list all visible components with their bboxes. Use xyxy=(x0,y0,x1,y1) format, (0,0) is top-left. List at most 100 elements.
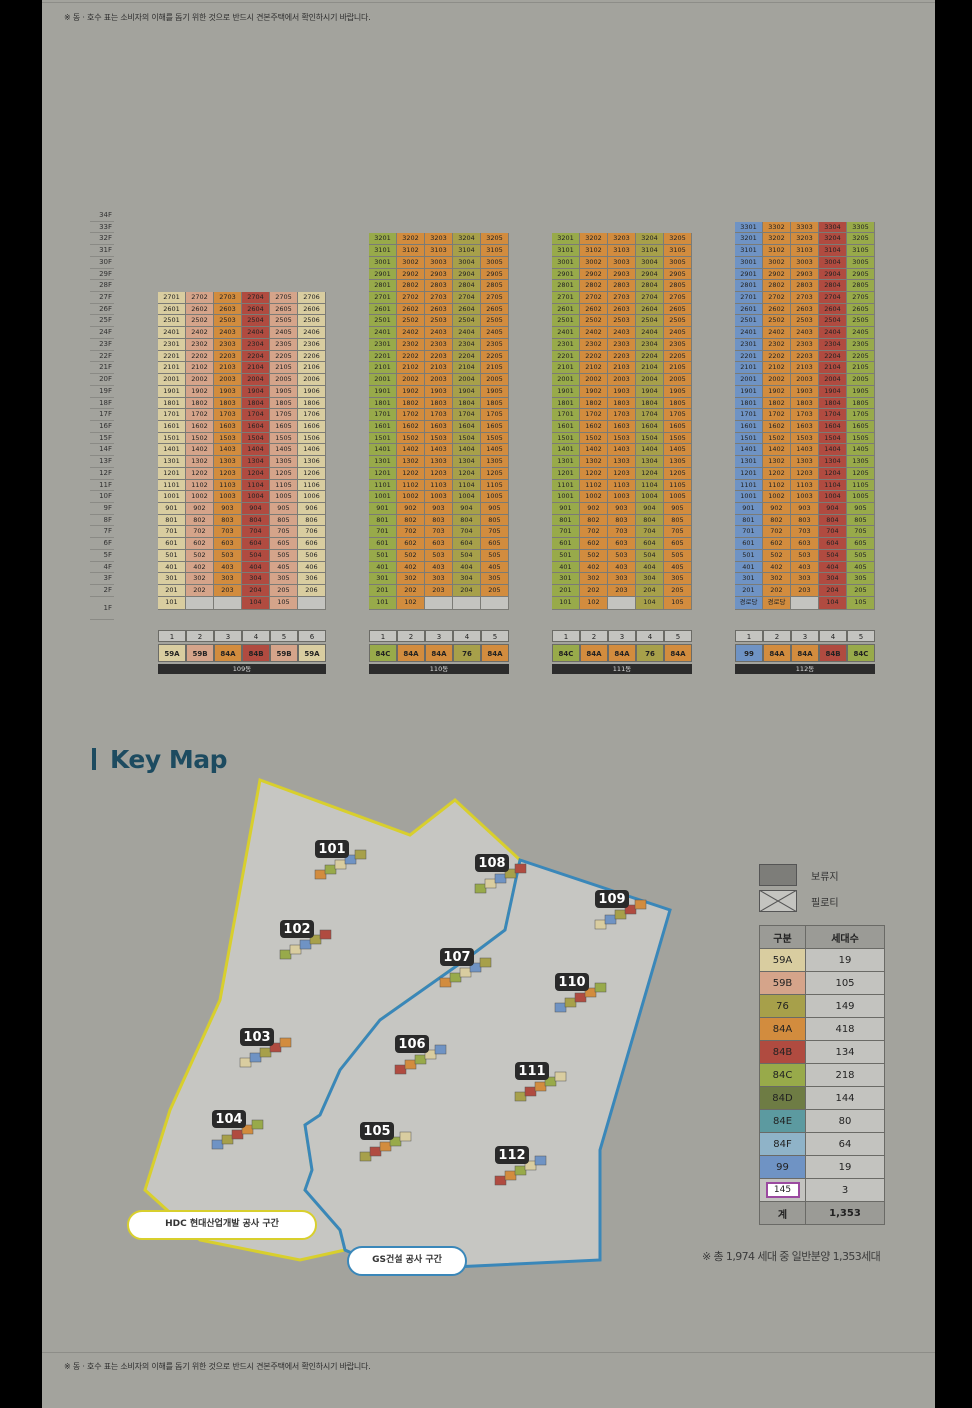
footnote: ※ 총 1,974 세대 중 일반분양 1,353세대 xyxy=(702,1250,881,1263)
unit-cell: 305 xyxy=(664,573,692,586)
unit-cell: 2006 xyxy=(298,374,326,386)
unit-cell: 505 xyxy=(481,549,509,562)
unit-cell: 2003 xyxy=(791,374,819,386)
unit-cell: 2304 xyxy=(242,338,270,351)
unit-cell: 1303 xyxy=(214,456,242,468)
unit-cell: 302 xyxy=(763,573,791,586)
unit-cell: 2502 xyxy=(763,315,791,328)
unit-cell: 201 xyxy=(158,585,186,597)
unit-cell: 2903 xyxy=(425,268,453,281)
unit-cell: 503 xyxy=(791,549,819,562)
unit-type: 84A xyxy=(397,644,425,662)
line-number: 1 xyxy=(735,630,763,642)
unit-cell: 1901 xyxy=(735,385,763,398)
unit-cell: 1501 xyxy=(735,432,763,445)
unit-cell: 1102 xyxy=(397,479,425,492)
building-badge xyxy=(360,1122,394,1140)
unit-cell: 3001 xyxy=(735,256,763,269)
unit-cell-ground xyxy=(481,596,509,610)
unit-cell: 1803 xyxy=(425,397,453,410)
unit-cell: 401 xyxy=(735,561,763,574)
unit-cell: 1004 xyxy=(453,491,481,503)
unit-cell: 2703 xyxy=(425,292,453,304)
unit-cell: 2501 xyxy=(735,315,763,328)
building-block xyxy=(584,987,597,998)
unit-cell: 706 xyxy=(298,526,326,539)
unit-cell: 406 xyxy=(298,561,326,574)
unit-cell: 801 xyxy=(158,514,186,527)
unit-cell: 2003 xyxy=(425,374,453,386)
unit-cell: 1304 xyxy=(242,456,270,468)
unit-cell: 2701 xyxy=(735,292,763,304)
unit-cell: 1205 xyxy=(664,467,692,480)
unit-cell: 2303 xyxy=(791,338,819,351)
unit-cell: 205 xyxy=(270,585,298,597)
type-cell: 59A xyxy=(759,948,806,972)
line-number: 5 xyxy=(270,630,298,642)
unit-cell: 901 xyxy=(552,503,580,515)
unit-cell: 1104 xyxy=(819,479,847,492)
building-badge xyxy=(495,1146,529,1164)
type-cell: 84E xyxy=(759,1109,806,1133)
unit-cell: 1305 xyxy=(664,456,692,468)
building-block xyxy=(211,1139,224,1150)
total-label: 계 xyxy=(759,1201,806,1225)
unit-cell: 1205 xyxy=(847,467,875,480)
unit-cell: 1501 xyxy=(552,432,580,445)
floor-label: 9F xyxy=(90,503,114,515)
unit-cell: 1604 xyxy=(819,420,847,433)
unit-cell: 1105 xyxy=(270,479,298,492)
unit-cell: 1604 xyxy=(453,420,481,433)
unit-cell: 1606 xyxy=(298,420,326,433)
line-number: 3 xyxy=(791,630,819,642)
unit-cell: 2902 xyxy=(763,268,791,281)
building-block xyxy=(241,1124,254,1135)
unit-cell: 1704 xyxy=(819,409,847,421)
unit-cell-ground: 102 xyxy=(580,596,608,610)
unit-cell: 2303 xyxy=(214,338,242,351)
type-cell: 84A xyxy=(759,1017,806,1041)
unit-cell: 2303 xyxy=(425,338,453,351)
floor-label: 2F xyxy=(90,585,114,597)
gs-zone xyxy=(303,858,672,1272)
unit-cell: 1101 xyxy=(735,479,763,492)
unit-cell: 1603 xyxy=(791,420,819,433)
unit-cell: 1703 xyxy=(214,409,242,421)
unit-cell: 204 xyxy=(242,585,270,597)
unit-cell: 905 xyxy=(481,503,509,515)
unit-cell: 2803 xyxy=(791,280,819,293)
unit-cell: 603 xyxy=(214,538,242,550)
unit-cell: 2205 xyxy=(270,350,298,363)
building-block xyxy=(379,1141,392,1152)
building-block xyxy=(269,1042,282,1053)
unit-cell: 3205 xyxy=(664,233,692,246)
unit-cell: 1104 xyxy=(453,479,481,492)
unit-cell: 1101 xyxy=(369,479,397,492)
unit-cell: 1404 xyxy=(636,444,664,457)
unit-cell: 2803 xyxy=(608,280,636,293)
unit-cell: 1204 xyxy=(819,467,847,480)
unit-cell: 1903 xyxy=(425,385,453,398)
unit-cell: 504 xyxy=(636,549,664,562)
count-cell: 19 xyxy=(805,1155,885,1179)
unit-cell: 3204 xyxy=(636,233,664,246)
unit-cell: 2205 xyxy=(847,350,875,363)
line-number: 6 xyxy=(298,630,326,642)
unit-cell-ground xyxy=(298,596,326,610)
unit-cell: 1706 xyxy=(298,409,326,421)
unit-cell: 2405 xyxy=(481,327,509,339)
unit-cell: 1506 xyxy=(298,432,326,445)
unit-cell: 1903 xyxy=(214,385,242,398)
unit-cell: 605 xyxy=(664,538,692,550)
unit-cell: 1303 xyxy=(791,456,819,468)
unit-cell: 2901 xyxy=(735,268,763,281)
building-block xyxy=(424,1049,437,1060)
unit-cell-ground: 105 xyxy=(847,596,875,610)
unit-type: 84A xyxy=(214,644,242,662)
unit-cell: 1504 xyxy=(242,432,270,445)
floor-label: 33F xyxy=(90,222,114,234)
unit-cell: 2705 xyxy=(481,292,509,304)
count-cell: 418 xyxy=(805,1017,885,1041)
unit-cell: 2201 xyxy=(735,350,763,363)
divider xyxy=(42,1352,935,1353)
